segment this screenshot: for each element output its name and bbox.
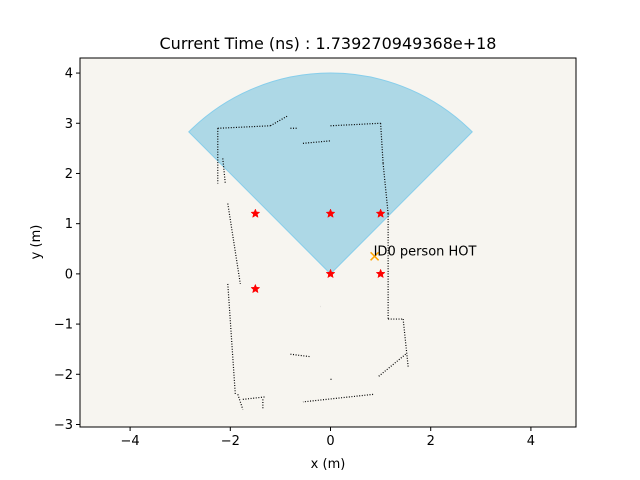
wall-segment bbox=[402, 318, 409, 367]
wall-segment bbox=[382, 163, 389, 214]
person-x-marker-icon bbox=[370, 251, 380, 261]
waypoint-star-icon bbox=[375, 208, 386, 218]
x-axis-ticks: −4 −2 0 2 4 bbox=[121, 427, 535, 449]
y-tick-label: −1 bbox=[54, 318, 73, 333]
x-tick-label: 2 bbox=[427, 434, 435, 449]
wall-segment bbox=[237, 394, 244, 410]
waypoint-star-icon bbox=[375, 268, 386, 279]
waypoint-star-icon bbox=[325, 208, 336, 218]
person-marker-group bbox=[370, 251, 380, 261]
y-axis-label: y (m) bbox=[29, 225, 44, 260]
y-tick-label: 3 bbox=[65, 117, 73, 132]
y-tick-label: 0 bbox=[65, 267, 73, 282]
wall-segment bbox=[222, 158, 226, 184]
y-tick-label: 2 bbox=[65, 167, 73, 182]
x-tick-label: −4 bbox=[121, 434, 140, 449]
y-tick-label: −2 bbox=[54, 368, 73, 383]
y-tick-label: 1 bbox=[65, 217, 73, 232]
wall-segment bbox=[377, 353, 407, 378]
waypoint-star-icon bbox=[250, 208, 261, 218]
waypoint-star-icon bbox=[325, 268, 336, 279]
plot-frame bbox=[79, 57, 577, 428]
wall-segment bbox=[290, 353, 311, 358]
x-tick-label: 0 bbox=[326, 434, 334, 449]
x-tick-label: 4 bbox=[527, 434, 535, 449]
waypoint-markers bbox=[250, 208, 386, 294]
wall-segment bbox=[242, 396, 266, 400]
y-tick-label: −3 bbox=[54, 418, 73, 433]
y-axis-ticks: −3 −2 −1 0 1 2 3 4 bbox=[54, 67, 80, 433]
wall-segment bbox=[270, 115, 289, 127]
x-axis-label: x (m) bbox=[311, 457, 346, 472]
person-annotation-label: ID0 person HOT bbox=[374, 244, 477, 259]
wall-segment bbox=[330, 122, 381, 127]
wall-segment bbox=[217, 125, 271, 129]
y-tick-label: 4 bbox=[65, 67, 73, 82]
plot-content bbox=[188, 72, 473, 410]
waypoint-star-icon bbox=[250, 283, 261, 294]
wall-point-cloud bbox=[217, 115, 409, 410]
field-of-view-sector bbox=[188, 72, 473, 275]
x-tick-label: −2 bbox=[221, 434, 240, 449]
chart-title: Current Time (ns) : 1.739270949368e+18 bbox=[160, 34, 497, 53]
wall-segment bbox=[227, 283, 236, 395]
wall-segment bbox=[227, 203, 241, 285]
wall-segment bbox=[302, 140, 331, 144]
